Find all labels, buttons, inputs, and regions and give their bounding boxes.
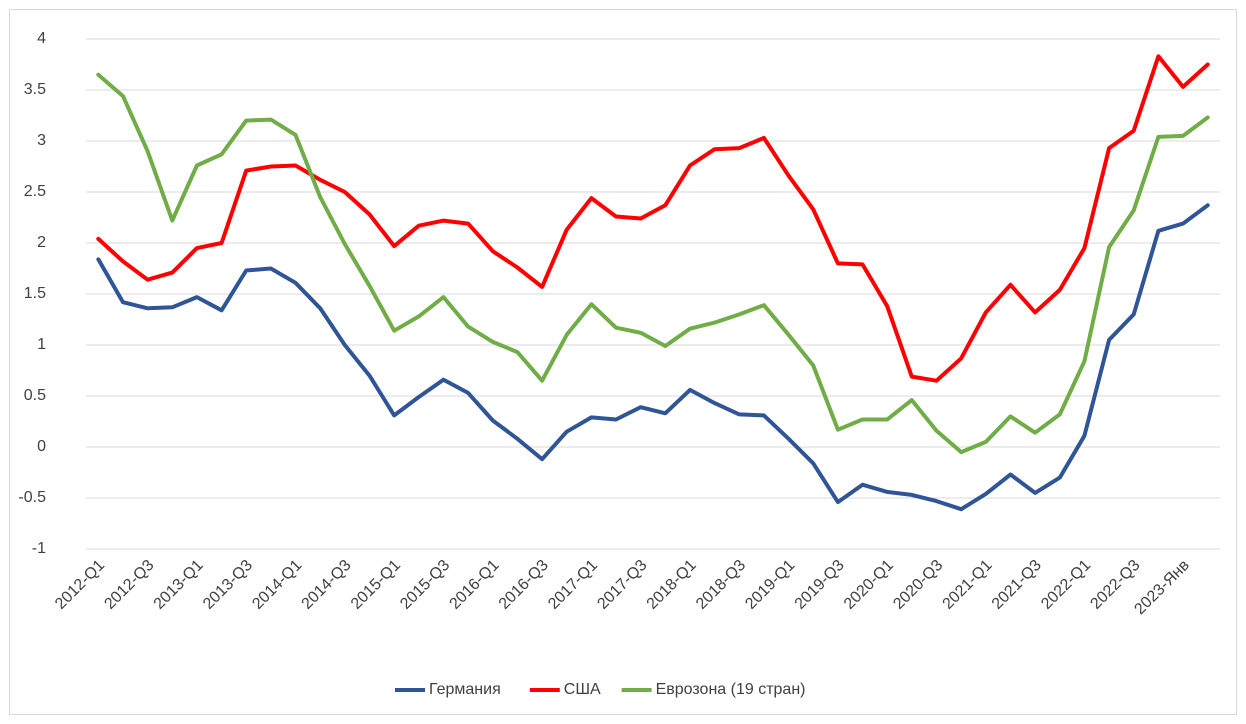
chart-border: [9, 9, 1237, 715]
y-tick-label: 2: [37, 234, 46, 251]
y-tick-label: -1: [32, 540, 46, 557]
y-tick-label: 0.5: [24, 387, 46, 404]
legend-label: Еврозона (19 стран): [656, 681, 806, 698]
series-line: [96, 72, 1210, 455]
series-line: [96, 203, 1210, 512]
legend-label: Германия: [429, 681, 501, 698]
y-tick-label: 4: [37, 30, 46, 47]
legend-label: США: [564, 681, 601, 698]
y-tick-label: 3.5: [24, 81, 46, 98]
y-tick-label: 1: [37, 336, 46, 353]
y-tick-label: 2.5: [24, 183, 46, 200]
y-tick-label: 3: [37, 132, 46, 149]
y-tick-label: 0: [37, 438, 46, 455]
y-tick-label: -0.5: [18, 489, 46, 506]
series-line: [96, 54, 1210, 383]
y-tick-label: 1.5: [24, 285, 46, 302]
